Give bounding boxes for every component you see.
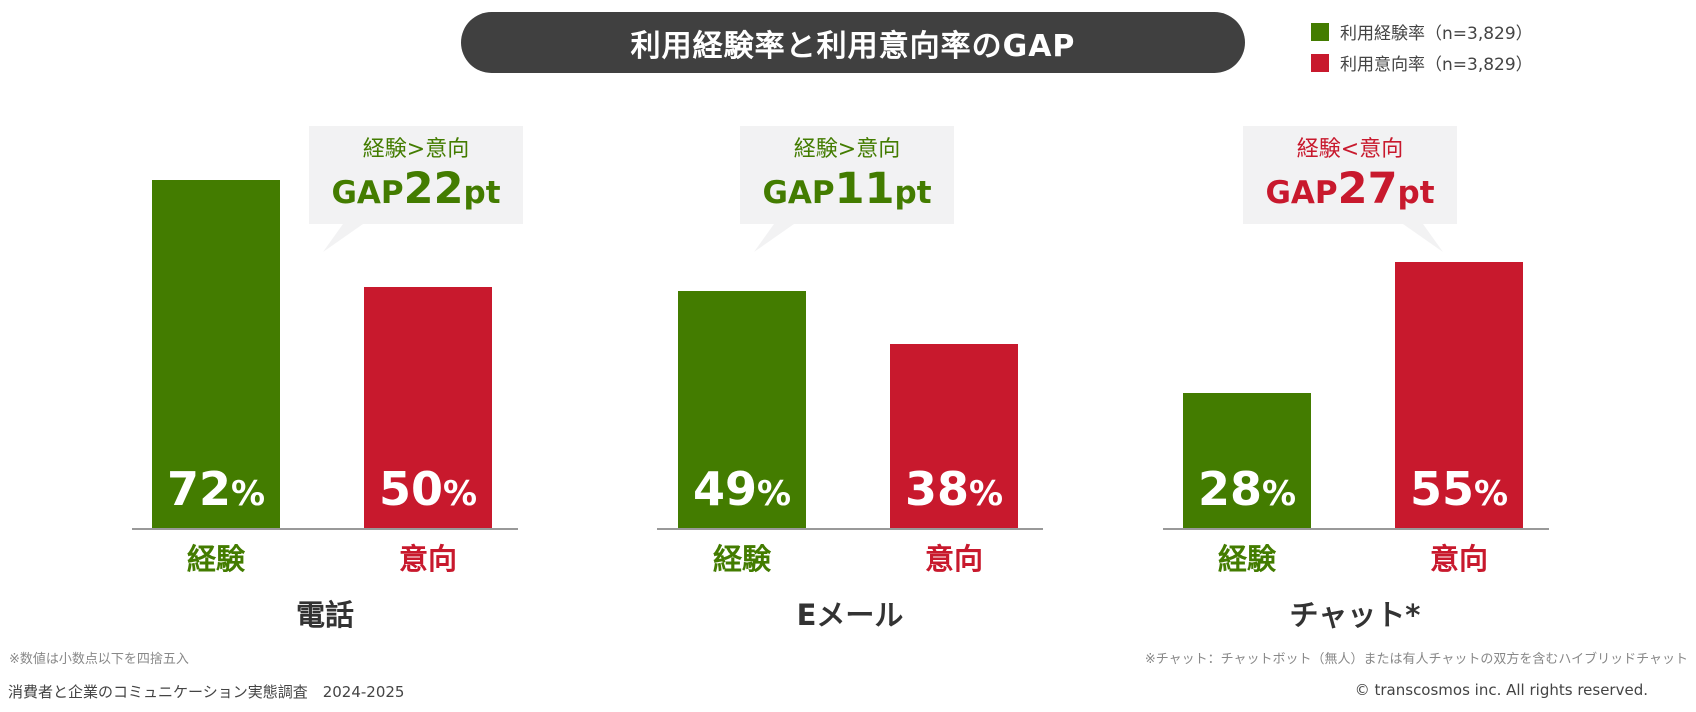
bar-value-number: 49 [692,461,757,516]
gap-callout-value: GAP22pt [309,164,523,223]
gap-callout-phone: 経験>意向 GAP22pt [309,126,523,252]
legend-item-experience: 利用経験率（n=3,829） [1311,16,1533,47]
bar-chat-experience: 28% [1183,392,1311,528]
source-caption: 消費者と企業のコミュニケーション実態調査 2024-2025 [8,683,405,701]
gap-callout-chat: 経験<意向 GAP27pt [1243,126,1457,252]
gap-word: GAP [762,175,835,211]
gap-callout-comparison: 経験>意向 [793,137,901,162]
x-axis-line-phone [132,528,518,530]
footnote-chat-definition: ※チャット：チャットボット（無人）または有人チャットの双方を含むハイブリッドチャ… [1144,652,1688,667]
x-axis-line-chat [1163,528,1549,530]
legend-label-experience: 利用経験率（n=3,829） [1340,24,1533,44]
footnote-rounding: ※数値は小数点以下を四捨五入 [9,652,189,667]
bar-chat-intention: 55% [1395,262,1523,528]
bar-value-number: 55 [1409,461,1474,516]
x-axis-line-email [657,528,1043,530]
bar-value-number: 38 [904,461,969,516]
bar-value-unit: % [756,473,792,514]
bar-phone-intention: 50% [364,286,492,528]
group-label-phone: 電話 [295,598,354,632]
bar-value-label: 55% [1395,462,1523,516]
category-label-intention: 意向 [398,542,457,576]
bar-value-unit: % [1261,473,1297,514]
category-label-experience: 経験 [1217,542,1276,576]
gap-callout-tail [323,224,363,252]
bar-value-label: 72% [152,462,280,516]
category-label-experience: 経験 [186,542,245,576]
category-label-intention: 意向 [1429,542,1488,576]
legend: 利用経験率（n=3,829） 利用意向率（n=3,829） [1311,16,1533,78]
gap-unit: pt [1397,175,1435,211]
bar-value-number: 72 [166,461,231,516]
group-label-chat: チャット* [1289,598,1421,632]
category-label-experience: 経験 [712,542,771,576]
gap-callout-comparison: 経験<意向 [1296,137,1404,162]
legend-label-intention: 利用意向率（n=3,829） [1340,55,1533,75]
bar-value-label: 38% [890,462,1018,516]
legend-swatch-intention [1311,53,1329,72]
legend-item-intention: 利用意向率（n=3,829） [1311,47,1533,78]
bar-value-unit: % [1473,473,1509,514]
category-label-intention: 意向 [924,542,983,576]
bar-value-unit: % [968,473,1004,514]
gap-callout-tail [1403,224,1443,252]
bar-value-label: 50% [364,462,492,516]
bar-email-intention: 38% [890,344,1018,528]
gap-word: GAP [1265,175,1338,211]
bar-value-number: 28 [1197,461,1262,516]
legend-swatch-experience [1311,22,1329,41]
gap-unit: pt [894,175,932,211]
gap-word: GAP [331,175,404,211]
bar-email-experience: 49% [678,291,806,528]
gap-callout-tail [754,224,794,252]
gap-number: 11 [834,164,895,214]
bar-value-label: 28% [1183,462,1311,516]
bar-value-label: 49% [678,462,806,516]
chart-title: 利用経験率と利用意向率のGAP [461,12,1245,73]
gap-number: 27 [1337,164,1398,214]
gap-unit: pt [463,175,501,211]
gap-callout-comparison: 経験>意向 [362,137,470,162]
bar-value-number: 50 [378,462,443,516]
bar-value-unit: % [442,474,478,514]
gap-number: 22 [403,164,464,214]
gap-callout-email: 経験>意向 GAP11pt [740,126,954,252]
bar-phone-experience: 72% [152,180,280,528]
copyright: © transcosmos inc. All rights reserved. [1354,681,1648,699]
bar-value-unit: % [230,473,266,514]
gap-callout-value: GAP11pt [740,164,954,223]
gap-callout-value: GAP27pt [1243,164,1457,223]
group-label-email: Eメール [796,598,904,632]
